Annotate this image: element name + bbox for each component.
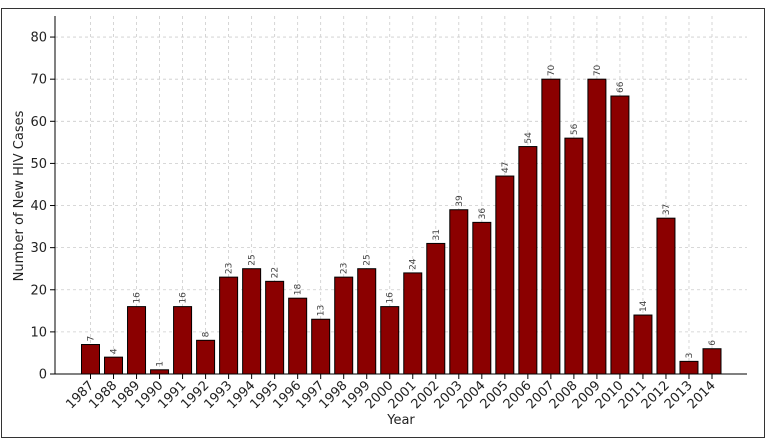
bar-1995: [265, 280, 285, 375]
bar-label-1987: 7: [87, 336, 97, 342]
y-tick-label-10: 10: [30, 325, 47, 340]
bar-2008: [564, 137, 584, 375]
bar-label-2003: 39: [455, 195, 465, 207]
axes: [54, 16, 747, 375]
bar-label-1999: 25: [363, 254, 373, 265]
bar-label-1992: 8: [202, 331, 212, 337]
bar-1997: [311, 318, 331, 375]
bar-1998: [334, 276, 354, 375]
bar-2007: [541, 78, 561, 375]
y-tick-label-30: 30: [30, 241, 47, 256]
y-tick-label-60: 60: [30, 115, 47, 130]
bar-1999: [357, 268, 377, 375]
bar-2012: [656, 217, 676, 375]
bar-2005: [495, 175, 515, 375]
y-axis-title: Number of New HIV Cases: [12, 110, 27, 281]
bar-label-2009: 70: [593, 64, 603, 76]
bar-1992: [196, 339, 216, 375]
bar-2013: [679, 360, 699, 375]
bar-label-2002: 31: [432, 229, 442, 240]
y-tick-label-40: 40: [30, 199, 47, 214]
bar-label-2006: 54: [524, 132, 534, 144]
bar-label-2004: 36: [478, 208, 488, 220]
bar-1990: [150, 369, 170, 375]
y-tick-label-70: 70: [30, 73, 47, 88]
bar-1987: [81, 344, 100, 375]
bar-1991: [173, 306, 193, 375]
bar-1994: [242, 268, 262, 375]
bar-label-1996: 18: [294, 283, 304, 295]
bar-label-1989: 16: [133, 292, 143, 304]
grid-lines: [55, 16, 747, 374]
bar-2003: [449, 209, 469, 375]
bar-2006: [518, 146, 538, 375]
bar-label-2014: 6: [708, 340, 718, 346]
bar-2014: [702, 348, 722, 375]
x-axis-ticks: 1987198819891990199119921993199419951996…: [63, 374, 719, 412]
bar-label-1994: 25: [248, 254, 258, 265]
bar-label-1995: 22: [271, 267, 281, 278]
bar-2004: [472, 221, 492, 375]
bar-1989: [127, 306, 147, 375]
bar-1996: [288, 297, 308, 375]
bar-1993: [219, 276, 239, 375]
bar-label-2011: 14: [639, 300, 649, 312]
y-tick-label-80: 80: [30, 31, 47, 46]
bar-2010: [610, 95, 630, 375]
bar-2001: [403, 272, 423, 375]
bar-2000: [380, 306, 400, 375]
bar-label-1997: 13: [317, 305, 327, 316]
y-tick-label-50: 50: [30, 157, 47, 172]
bar-2002: [426, 242, 446, 375]
bar-label-1993: 23: [225, 263, 235, 274]
bar-label-2005: 47: [501, 162, 511, 173]
bar-label-2012: 37: [662, 204, 672, 215]
bars-group: [81, 78, 722, 375]
bar-label-2007: 70: [547, 64, 557, 76]
bar-label-1990: 1: [156, 361, 166, 367]
y-tick-label-20: 20: [30, 283, 47, 298]
bar-label-2008: 56: [570, 123, 580, 135]
bar-1988: [104, 356, 124, 375]
bar-label-2013: 3: [685, 353, 695, 359]
bar-label-1988: 4: [110, 348, 120, 354]
x-axis-title: Year: [386, 413, 415, 428]
bar-label-2010: 66: [616, 81, 626, 93]
bar-label-2001: 24: [409, 258, 419, 270]
bar-label-1998: 23: [340, 263, 350, 274]
bar-2009: [587, 78, 607, 375]
bar-2011: [633, 314, 653, 375]
y-axis-ticks: 0 10 20 30 40 50 60 70 80: [30, 31, 55, 383]
bar-value-labels: 7416116823252218132325162431393647547056…: [87, 64, 719, 366]
y-tick-label-0: 0: [39, 368, 47, 383]
bar-label-2000: 16: [386, 292, 396, 304]
bar-label-1991: 16: [179, 292, 189, 304]
